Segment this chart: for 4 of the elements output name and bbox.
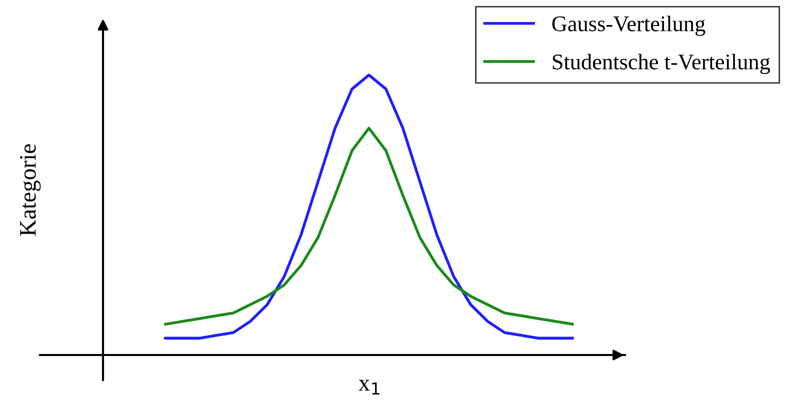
- legend-label: Studentsche t-Verteilung: [552, 54, 770, 74]
- legend-label: Gauss-Verteilung: [552, 16, 706, 36]
- y-axis-title: Kategorie: [20, 144, 41, 236]
- x-axis-title: x$_{1}$: [358, 380, 380, 395]
